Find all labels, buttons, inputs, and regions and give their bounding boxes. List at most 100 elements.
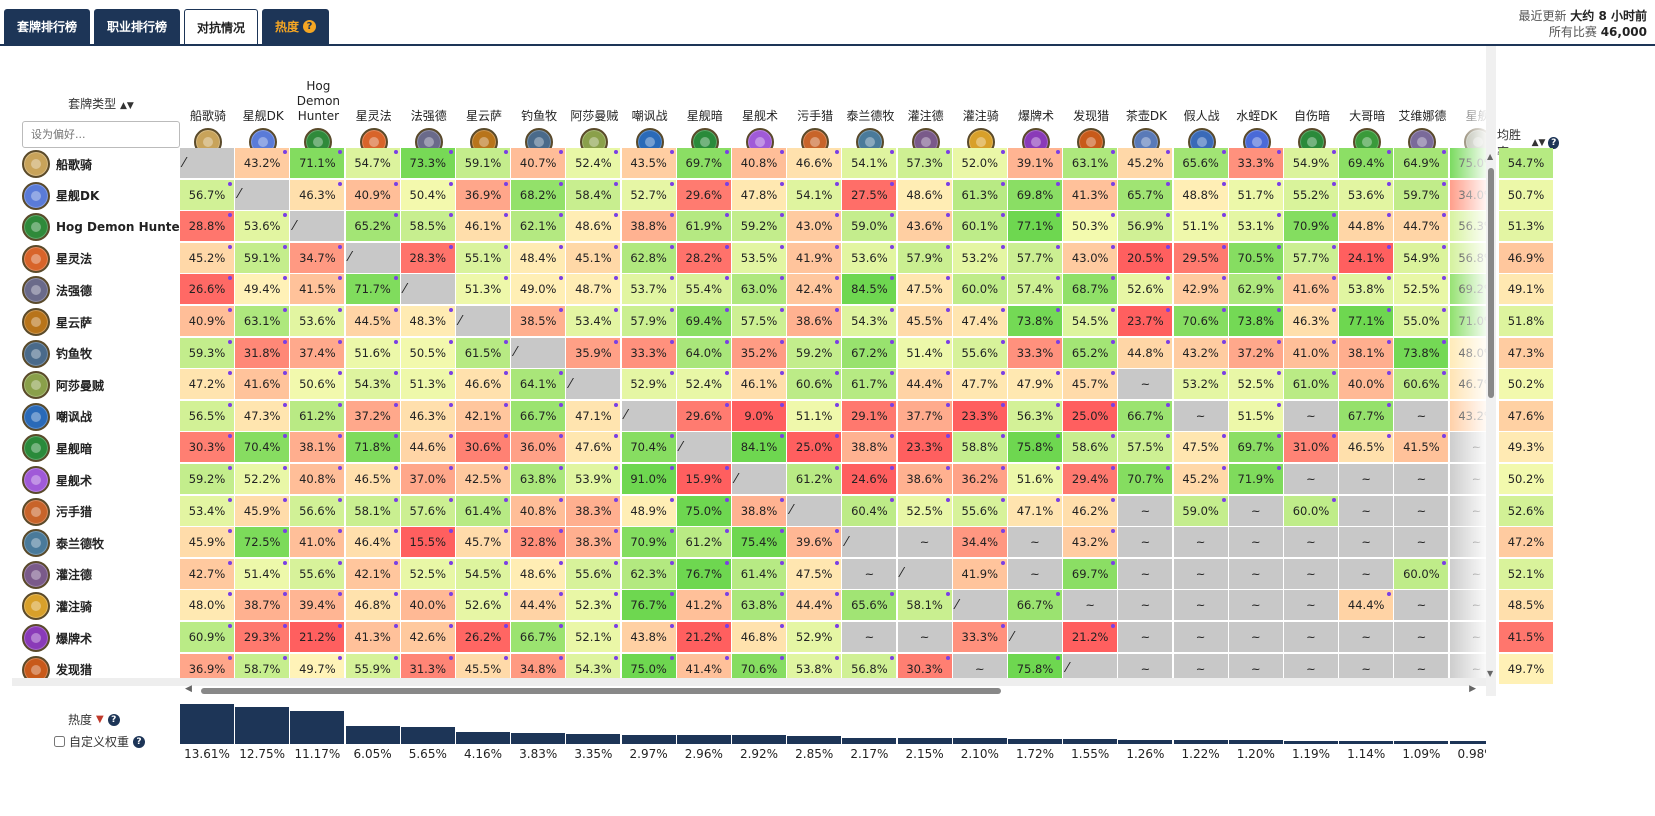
matchup-cell[interactable]: 37.4% [290, 337, 345, 368]
matchup-cell[interactable]: ~ [1228, 527, 1283, 558]
row-header[interactable]: 灌注德 [22, 559, 182, 591]
matchup-cell[interactable]: 64.1% [511, 369, 566, 400]
matchup-cell[interactable]: 25.0% [1063, 400, 1118, 431]
matchup-cell[interactable]: 55.2% [1284, 179, 1338, 210]
matchup-cell[interactable]: 29.5% [1173, 242, 1228, 273]
matchup-cell[interactable]: 23.3% [952, 400, 1007, 431]
matchup-cell[interactable]: 48.8% [1173, 179, 1228, 210]
vertical-scrollbar[interactable]: ▲ ▼ [1486, 150, 1496, 680]
matchup-cell[interactable]: 63.1% [1063, 148, 1118, 178]
matchup-cell[interactable]: 75.0% [1449, 148, 1486, 178]
matchup-cell[interactable]: ~ [1339, 558, 1394, 589]
matchup-cell[interactable]: 59.7% [1394, 179, 1449, 210]
matchup-cell[interactable]: ~ [1449, 527, 1486, 558]
matchup-cell[interactable]: 61.4% [456, 495, 510, 526]
column-header[interactable]: 发现猎 [1063, 60, 1119, 156]
row-header[interactable]: 爆牌术 [22, 622, 182, 654]
matchup-cell[interactable]: 46.5% [1339, 432, 1394, 463]
matchup-cell[interactable]: 24.6% [842, 464, 897, 494]
matchup-cell[interactable]: 53.8% [1339, 274, 1394, 305]
matchup-cell[interactable]: ~ [1394, 495, 1449, 526]
matchup-cell[interactable]: 45.7% [456, 527, 510, 558]
matchup-cell[interactable]: 53.9% [566, 464, 621, 494]
matchup-cell[interactable]: 41.6% [235, 369, 290, 400]
matchup-cell[interactable]: ~ [1173, 590, 1228, 621]
matchup-cell[interactable]: 45.9% [235, 495, 290, 526]
help-icon[interactable]: ? [133, 735, 146, 748]
matchup-cell[interactable]: 50.4% [400, 179, 455, 210]
matchup-cell[interactable]: 52.4% [676, 369, 731, 400]
matchup-cell[interactable]: ⁄ [456, 306, 510, 336]
matchup-cell[interactable]: ~ [897, 527, 952, 558]
matchup-cell[interactable]: 41.4% [676, 653, 731, 680]
matchup-cell[interactable]: 62.1% [511, 211, 566, 242]
matchup-cell[interactable]: 59.0% [842, 211, 897, 242]
matchup-cell[interactable]: 46.8% [732, 622, 786, 652]
matchup-cell[interactable]: 52.9% [787, 622, 842, 652]
matchup-cell[interactable]: ⁄ [1008, 622, 1062, 652]
matchup-cell[interactable]: 44.7% [1394, 211, 1449, 242]
matchup-cell[interactable]: 61.3% [952, 179, 1007, 210]
matchup-cell[interactable]: 70.6% [1173, 306, 1228, 336]
matchup-cell[interactable]: 84.1% [732, 432, 786, 463]
matchup-cell[interactable]: 54.3% [345, 369, 400, 400]
matchup-cell[interactable]: ~ [1339, 527, 1394, 558]
matchup-cell[interactable]: 76.7% [676, 558, 731, 589]
matchup-cell[interactable]: 53.4% [180, 495, 234, 526]
matchup-cell[interactable]: 53.1% [1228, 211, 1283, 242]
matchup-cell[interactable]: 43.0% [1063, 242, 1118, 273]
column-header[interactable]: 船歌骑 [180, 60, 236, 156]
matchup-cell[interactable]: 33.3% [1008, 337, 1062, 368]
matchup-cell[interactable]: 53.6% [842, 242, 897, 273]
matchup-cell[interactable]: 59.2% [732, 211, 786, 242]
row-header[interactable]: 星舰DK [22, 180, 182, 212]
scroll-up-icon[interactable]: ▲ [1487, 152, 1494, 161]
matchup-cell[interactable]: 47.8% [732, 179, 786, 210]
matchup-cell[interactable]: 23.7% [1118, 306, 1173, 336]
matchup-cell[interactable]: 75.0% [621, 653, 676, 680]
matchup-cell[interactable]: 38.1% [290, 432, 345, 463]
matchup-cell[interactable]: 43.5% [621, 148, 676, 178]
matchup-cell[interactable]: 69.7% [1228, 432, 1283, 463]
tab-class-rankings[interactable]: 职业排行榜 [94, 9, 181, 44]
matchup-cell[interactable]: 40.8% [732, 148, 786, 178]
matchup-cell[interactable]: 31.8% [235, 337, 290, 368]
matchup-cell[interactable]: 34.4% [952, 527, 1007, 558]
matchup-cell[interactable]: 38.3% [566, 495, 621, 526]
column-header[interactable]: 钓鱼牧 [511, 60, 567, 156]
matchup-cell[interactable]: 41.0% [290, 527, 345, 558]
scroll-left-icon[interactable]: ◀ [185, 684, 192, 694]
matchup-cell[interactable]: 47.1% [1008, 495, 1062, 526]
matchup-cell[interactable]: 43.6% [897, 211, 952, 242]
matchup-cell[interactable]: 48.6% [511, 558, 566, 589]
matchup-cell[interactable]: ~ [1228, 653, 1283, 680]
scroll-down-icon[interactable]: ▼ [1487, 669, 1494, 678]
matchup-cell[interactable]: 40.0% [400, 590, 455, 621]
matchup-cell[interactable]: 54.1% [787, 179, 842, 210]
row-header[interactable]: 船歌骑 [22, 148, 182, 180]
custom-weight-checkbox[interactable] [54, 736, 65, 747]
matchup-cell[interactable]: 42.9% [1173, 274, 1228, 305]
matchup-cell[interactable]: ~ [1284, 622, 1338, 652]
matchup-cell[interactable]: 62.8% [621, 242, 676, 273]
matchup-cell[interactable]: 29.1% [842, 400, 897, 431]
matchup-cell[interactable]: 46.1% [732, 369, 786, 400]
matchup-cell[interactable]: 31.3% [400, 653, 455, 680]
matchup-cell[interactable]: 65.6% [842, 590, 897, 621]
matchup-cell[interactable]: 38.8% [621, 211, 676, 242]
matchup-cell[interactable]: 55.6% [566, 558, 621, 589]
matchup-cell[interactable]: ~ [1339, 622, 1394, 652]
matchup-cell[interactable]: ~ [1063, 590, 1118, 621]
matchup-cell[interactable]: 45.7% [1063, 369, 1118, 400]
matchup-cell[interactable]: 58.6% [1063, 432, 1118, 463]
matchup-cell[interactable]: 41.2% [676, 590, 731, 621]
column-header[interactable]: 假人战 [1174, 60, 1230, 156]
matchup-cell[interactable]: ⁄ [676, 432, 731, 463]
column-header[interactable]: 茶壶DK [1118, 60, 1174, 156]
matchup-cell[interactable]: 71.9% [1228, 464, 1283, 494]
row-header[interactable]: 星灵法 [22, 243, 182, 275]
matchup-cell[interactable]: ~ [1449, 653, 1486, 680]
matchup-cell[interactable]: 44.4% [787, 590, 842, 621]
matchup-cell[interactable]: ⁄ [732, 464, 786, 494]
matchup-cell[interactable]: 43.2% [1063, 527, 1118, 558]
